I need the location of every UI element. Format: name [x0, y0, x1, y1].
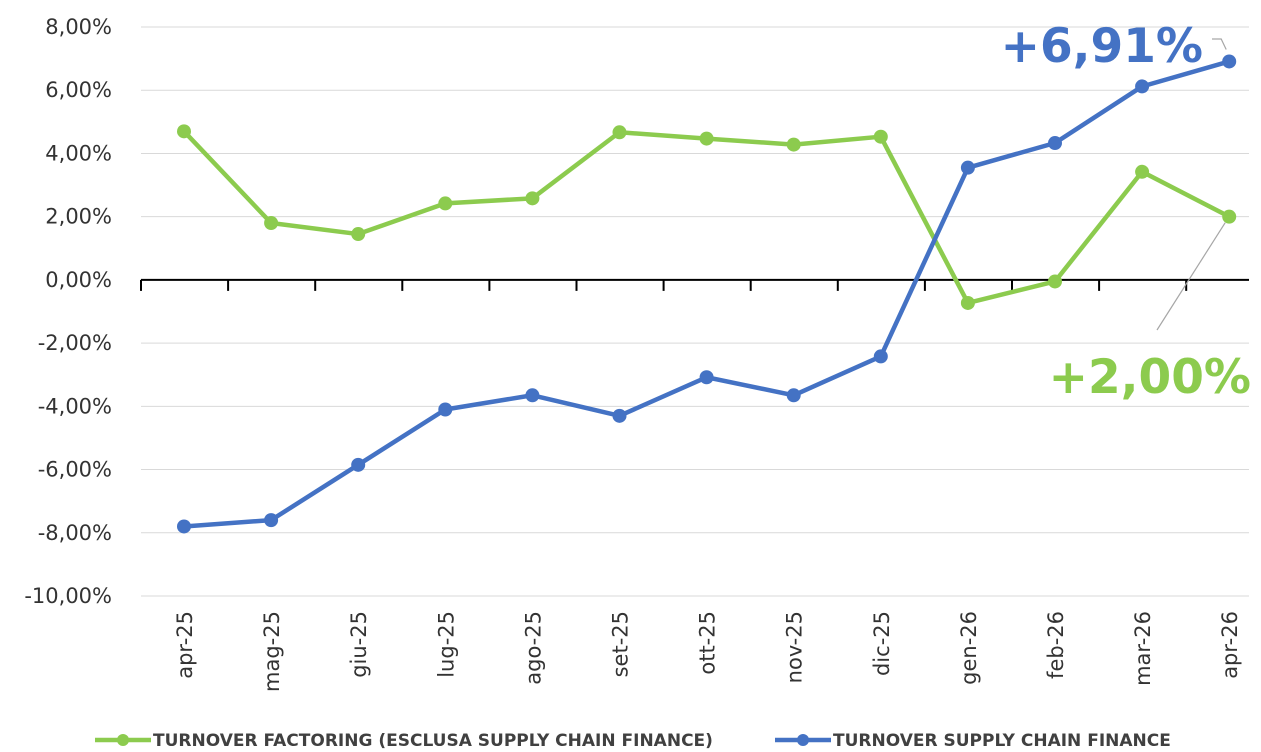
- y-tick-label: -4,00%: [38, 394, 112, 418]
- x-tick-label: set-25: [609, 611, 633, 677]
- legend-entry-label: TURNOVER SUPPLY CHAIN FINANCE: [833, 731, 1171, 751]
- x-tick-label: ott-25: [696, 611, 720, 675]
- legend-swatch-marker: [797, 734, 809, 746]
- x-tick-label: mag-25: [260, 611, 284, 692]
- data-point: [1135, 79, 1149, 93]
- x-axis-tick-labels: apr-25 mag-25 giu-25 lug-25 ago-25 set-25 ott-…: [173, 611, 1242, 692]
- data-point: [351, 227, 365, 241]
- x-tick-label: apr-26: [1218, 611, 1242, 679]
- data-point: [525, 388, 539, 402]
- callout-label: +2,00%: [1049, 350, 1251, 405]
- data-point: [613, 409, 627, 423]
- x-tick-label: lug-25: [434, 611, 458, 678]
- data-point: [438, 402, 452, 416]
- y-tick-label: 4,00%: [45, 141, 112, 165]
- data-point: [177, 124, 191, 138]
- y-axis-tick-labels: 8,00% 6,00% 4,00% 2,00% 0,00% -2,00% -4,00% -6,…: [24, 15, 112, 608]
- callout-leader: [1157, 223, 1225, 330]
- data-point: [961, 296, 975, 310]
- y-tick-label: -6,00%: [38, 458, 112, 482]
- data-point: [700, 370, 714, 384]
- x-tick-label: gen-26: [957, 611, 981, 685]
- data-point: [700, 132, 714, 146]
- data-point: [787, 138, 801, 152]
- x-tick-label: apr-25: [173, 611, 197, 679]
- callout-label: +6,91%: [1001, 19, 1203, 74]
- data-point: [177, 519, 191, 533]
- data-point: [1048, 274, 1062, 288]
- y-tick-label: -2,00%: [38, 331, 112, 355]
- callouts: +6,91% +2,00%: [1001, 19, 1251, 405]
- x-axis: [141, 280, 1249, 291]
- x-tick-label: dic-25: [870, 611, 894, 676]
- series-lines: [177, 54, 1236, 533]
- x-tick-label: mar-26: [1131, 611, 1155, 686]
- x-tick-label: ago-25: [521, 611, 545, 685]
- data-point: [874, 349, 888, 363]
- data-point: [1135, 165, 1149, 179]
- y-tick-label: 6,00%: [45, 78, 112, 102]
- y-tick-label: 0,00%: [45, 268, 112, 292]
- y-tick-label: -10,00%: [24, 584, 112, 608]
- x-tick-label: feb-26: [1044, 611, 1068, 679]
- y-tick-label: -8,00%: [38, 521, 112, 545]
- legend-entry-label: TURNOVER FACTORING (ESCLUSA SUPPLY CHAIN…: [153, 731, 713, 751]
- data-point: [264, 216, 278, 230]
- callout-leader: [1212, 39, 1226, 49]
- y-tick-label: 2,00%: [45, 205, 112, 229]
- data-point: [438, 196, 452, 210]
- data-point: [1222, 54, 1236, 68]
- data-point: [1222, 210, 1236, 224]
- x-tick-label: giu-25: [347, 611, 371, 678]
- data-point: [351, 458, 365, 472]
- data-point: [264, 513, 278, 527]
- data-point: [525, 191, 539, 205]
- data-point: [874, 130, 888, 144]
- y-tick-label: 8,00%: [45, 15, 112, 39]
- data-point: [961, 161, 975, 175]
- series-line-1: [184, 61, 1229, 526]
- legend: TURNOVER FACTORING (ESCLUSA SUPPLY CHAIN…: [95, 731, 1171, 751]
- data-point: [1048, 136, 1062, 150]
- legend-swatch-marker: [117, 734, 129, 746]
- gridlines: [141, 27, 1249, 596]
- x-tick-label: nov-25: [783, 611, 807, 683]
- data-point: [613, 125, 627, 139]
- data-point: [787, 388, 801, 402]
